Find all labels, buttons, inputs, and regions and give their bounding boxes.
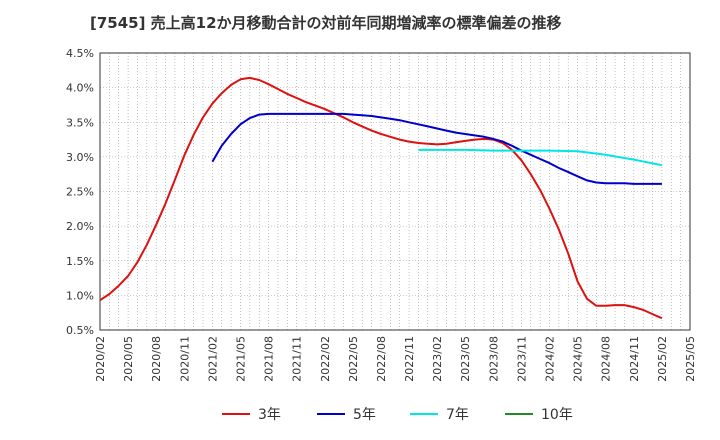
x-tick-label: 2022/02 bbox=[319, 336, 332, 382]
x-tick-label: 2021/05 bbox=[234, 336, 247, 382]
y-tick-label: 4.0% bbox=[66, 82, 94, 95]
plot-area: 0.5% 1.0% 1.5% 2.0% 2.5% 3.0% 3.5% 4.0% 4.5% 2020… bbox=[66, 47, 697, 382]
x-tick-label: 2024/02 bbox=[544, 336, 557, 382]
x-tick-label: 2025/05 bbox=[684, 336, 697, 382]
y-tick-label: 1.5% bbox=[66, 255, 94, 268]
y-tick-label: 3.0% bbox=[66, 151, 94, 164]
x-tick-label: 2020/11 bbox=[178, 336, 191, 382]
x-tick-label: 2023/05 bbox=[459, 336, 472, 382]
x-tick-label: 2023/11 bbox=[515, 336, 528, 382]
x-tick-label: 2021/11 bbox=[291, 336, 304, 382]
legend: 3年 5年 7年 10年 bbox=[222, 407, 573, 423]
x-tick-label: 2020/05 bbox=[122, 336, 135, 382]
y-tick-label: 1.0% bbox=[66, 289, 94, 302]
series-line-2 bbox=[211, 112, 662, 185]
y-tick-label: 0.5% bbox=[66, 324, 94, 337]
y-tick-label: 2.5% bbox=[66, 186, 94, 199]
legend-label-2: 5年 bbox=[353, 407, 376, 423]
x-tick-label: 2020/02 bbox=[94, 336, 107, 382]
series-line-3 bbox=[418, 148, 663, 167]
x-tick-label: 2022/11 bbox=[403, 336, 416, 382]
x-tick-label: 2022/05 bbox=[347, 336, 360, 382]
x-tick-label: 2023/02 bbox=[431, 336, 444, 382]
legend-label-1: 3年 bbox=[258, 407, 281, 423]
x-tick-label: 2024/08 bbox=[600, 336, 613, 382]
series-line-1 bbox=[99, 76, 663, 320]
y-tick-label: 3.5% bbox=[66, 116, 94, 129]
chart-title: [7545] 売上高12か月移動合計の対前年同期増減率の標準偏差の推移 bbox=[90, 14, 562, 32]
y-tick-label: 4.5% bbox=[66, 47, 94, 60]
legend-label-3: 7年 bbox=[446, 407, 469, 423]
y-tick-label: 2.0% bbox=[66, 220, 94, 233]
x-tick-label: 2025/02 bbox=[656, 336, 669, 382]
x-tick-label: 2024/11 bbox=[628, 336, 641, 382]
legend-label-4: 10年 bbox=[541, 407, 573, 423]
plot-frame bbox=[99, 52, 691, 331]
x-tick-label: 2021/08 bbox=[263, 336, 276, 382]
x-tick-label: 2023/08 bbox=[487, 336, 500, 382]
x-tick-label: 2021/02 bbox=[206, 336, 219, 382]
x-tick-label: 2024/05 bbox=[572, 336, 585, 382]
x-tick-label: 2022/08 bbox=[375, 336, 388, 382]
x-tick-label: 2020/08 bbox=[150, 336, 163, 382]
